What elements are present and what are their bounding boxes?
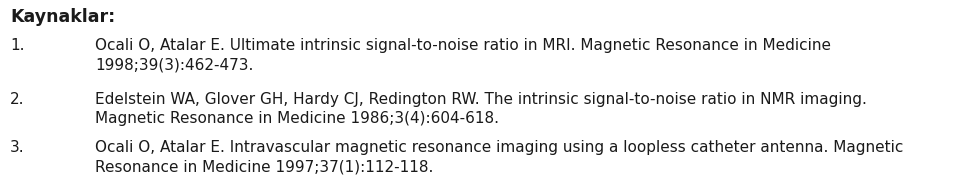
Text: 3.: 3. bbox=[10, 140, 25, 155]
Text: 2.: 2. bbox=[10, 92, 25, 107]
Text: 1.: 1. bbox=[10, 38, 25, 53]
Text: Ocali O, Atalar E. Intravascular magnetic resonance imaging using a loopless cat: Ocali O, Atalar E. Intravascular magneti… bbox=[95, 140, 903, 174]
Text: Ocali O, Atalar E. Ultimate intrinsic signal-to-noise ratio in MRI. Magnetic Res: Ocali O, Atalar E. Ultimate intrinsic si… bbox=[95, 38, 831, 72]
Text: Kaynaklar:: Kaynaklar: bbox=[10, 8, 115, 26]
Text: Edelstein WA, Glover GH, Hardy CJ, Redington RW. The intrinsic signal-to-noise r: Edelstein WA, Glover GH, Hardy CJ, Redin… bbox=[95, 92, 867, 126]
